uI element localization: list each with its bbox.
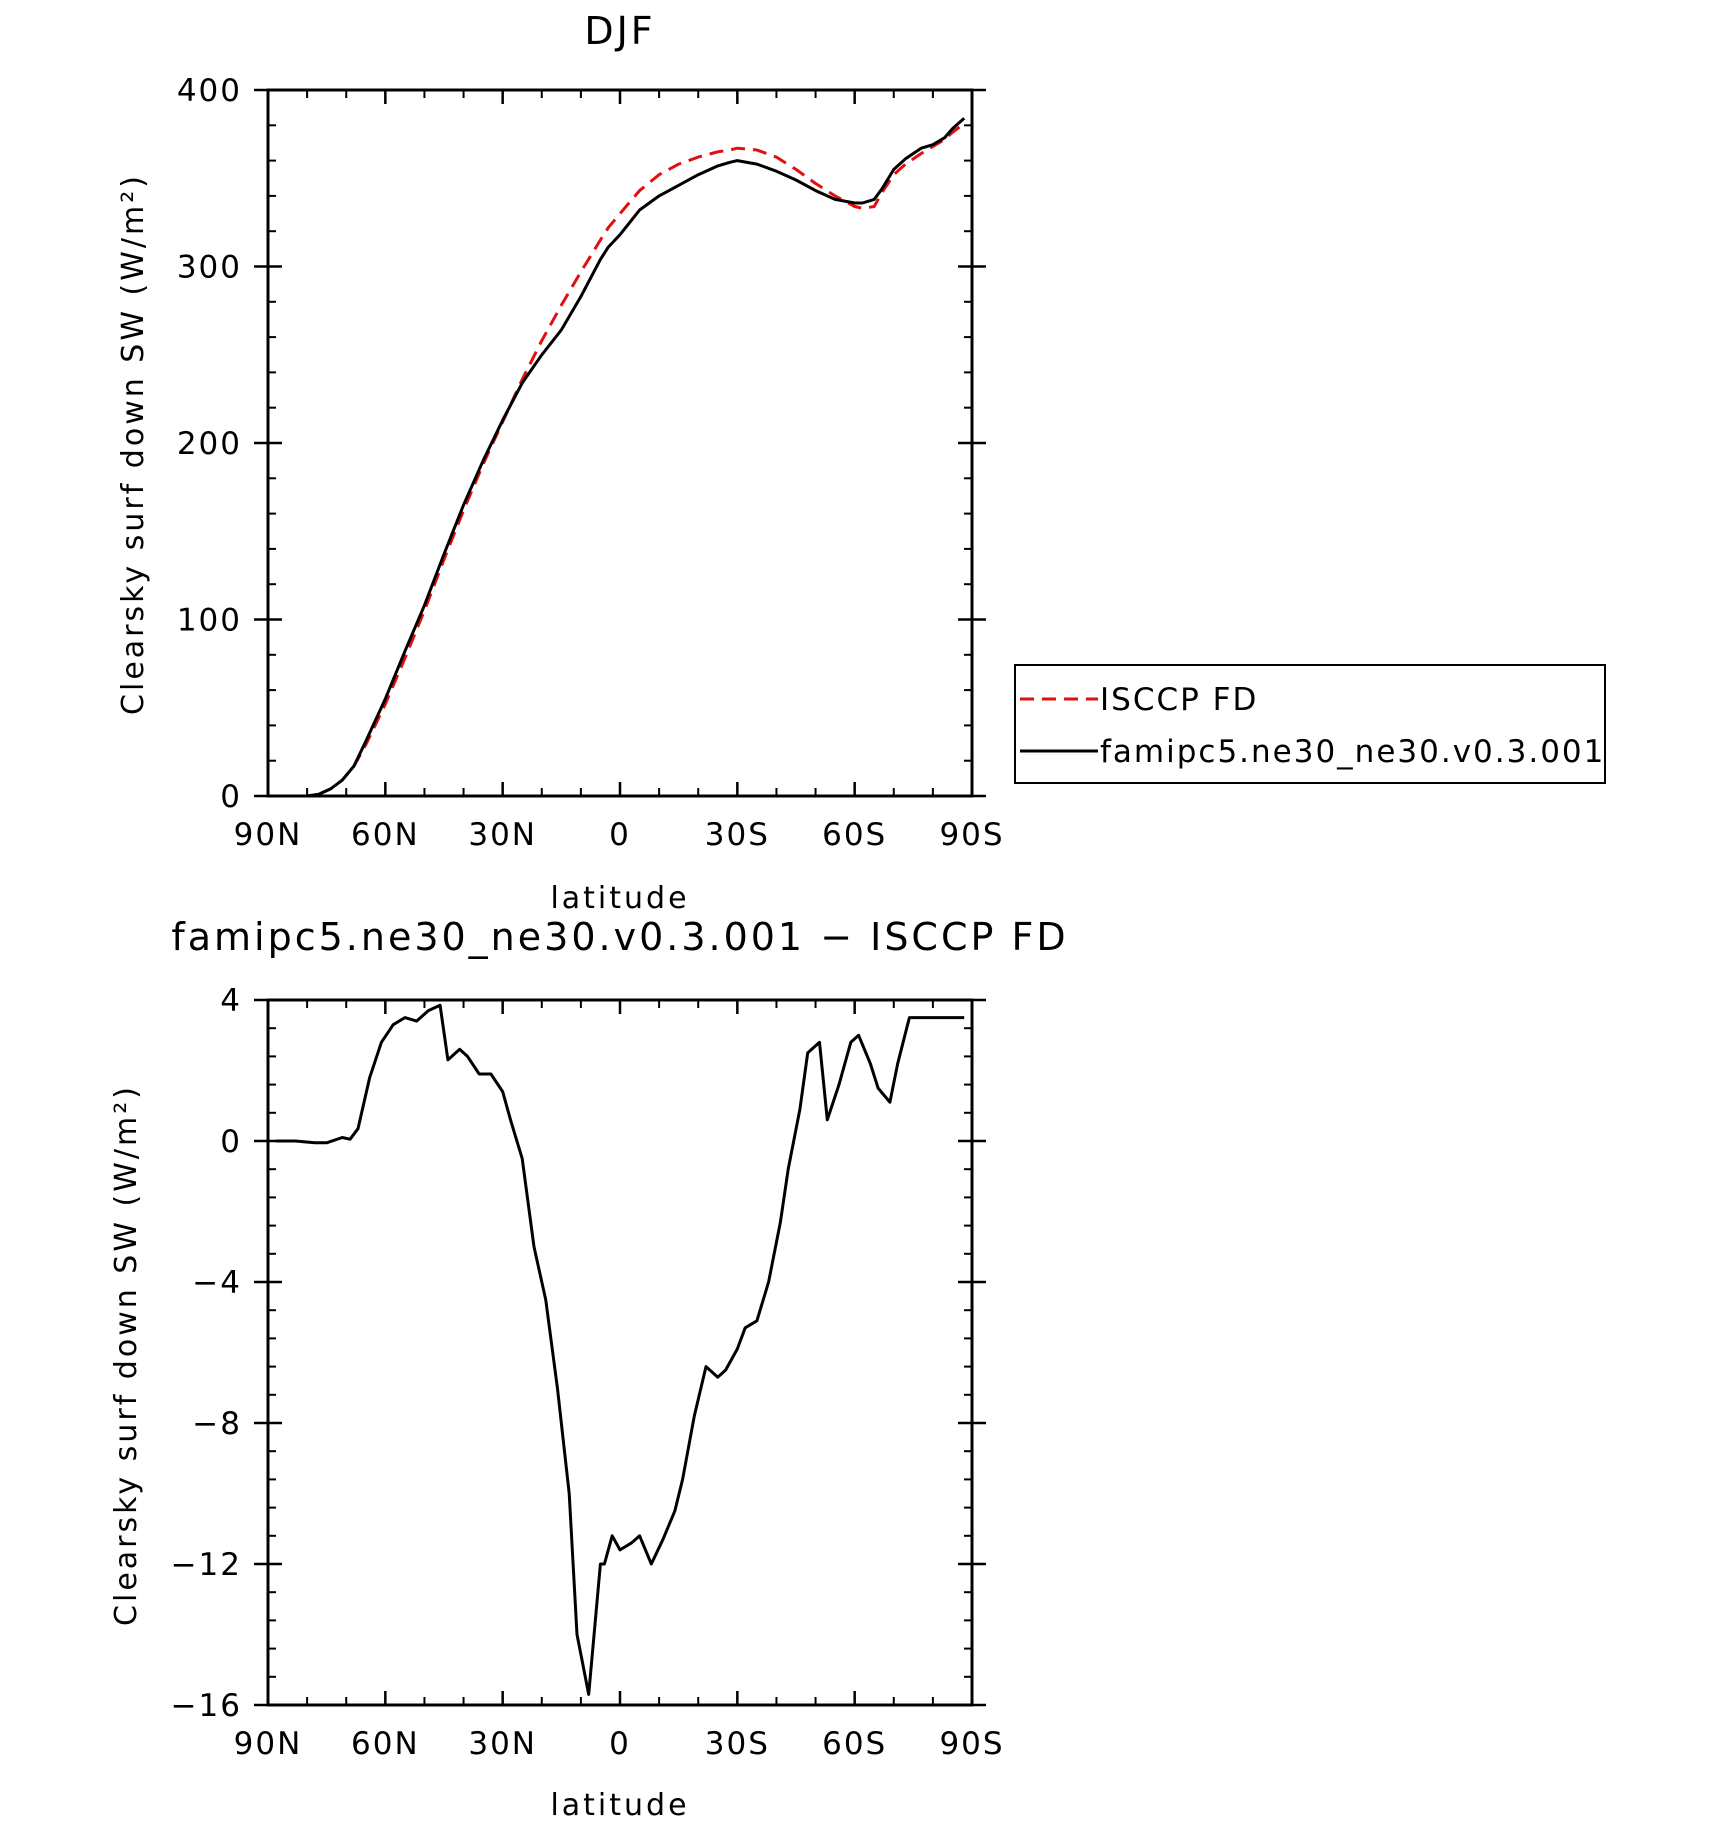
y-tick-label: −16 <box>171 1688 242 1724</box>
legend-label-model: famipc5.ne30_ne30.v0.3.001 <box>1100 734 1605 770</box>
x-tick-label: 90S <box>939 1726 1004 1762</box>
x-tick-label: 90S <box>939 817 1004 853</box>
legend-label-isccp: ISCCP FD <box>1100 682 1258 718</box>
x-tick-label: 30N <box>468 817 537 853</box>
x-tick-label: 60N <box>351 817 420 853</box>
chart-top-frame <box>266 88 974 798</box>
y-tick-label: 0 <box>220 779 242 815</box>
chart-bottom-frame <box>266 998 974 1707</box>
y-tick-label: 100 <box>177 603 242 639</box>
x-tick-label: 0 <box>609 1726 631 1762</box>
x-tick-label: 30S <box>705 1726 770 1762</box>
legend-box <box>1014 664 1606 784</box>
x-tick-label: 60S <box>822 817 887 853</box>
chart-top-ticks: 90N 60N 30N 0 30S 60S 90S 0 100 200 300 400 <box>177 73 1004 853</box>
x-tick-label: 60N <box>351 1726 420 1762</box>
chart-bottom-series <box>275 1003 965 1696</box>
y-tick-label: 0 <box>220 1124 242 1160</box>
y-tick-label: 200 <box>177 426 242 462</box>
chart-bottom-xlabel: latitude <box>550 1788 689 1822</box>
y-tick-label: −4 <box>192 1265 242 1301</box>
series-line-bottom-0 <box>275 1003 965 1696</box>
y-tick-label: 300 <box>177 250 242 286</box>
series-line-top-0 <box>275 122 966 798</box>
x-tick-label: 90N <box>234 1726 303 1762</box>
chart-top-xlabel: latitude <box>550 881 689 916</box>
x-tick-label: 30S <box>705 817 770 853</box>
x-tick-label: 90N <box>234 817 303 853</box>
chart-bottom-title: famipc5.ne30_ne30.v0.3.001 − ISCCP FD <box>171 915 1068 959</box>
y-tick-label: 400 <box>177 73 242 109</box>
series-line-top-1 <box>275 117 966 798</box>
chart-bottom-panel: famipc5.ne30_ne30.v0.3.001 − ISCCP FD la… <box>109 915 1068 1822</box>
x-tick-label: 60S <box>822 1726 887 1762</box>
x-tick-label: 0 <box>609 817 631 853</box>
chart-top-panel: DJF latitude Clearsky surf down SW (W/m²… <box>116 9 1004 916</box>
legend: ISCCP FD famipc5.ne30_ne30.v0.3.001 <box>1014 664 1606 784</box>
x-tick-label: 30N <box>468 1726 537 1762</box>
y-tick-label: −12 <box>171 1547 242 1583</box>
chart-top-ylabel: Clearsky surf down SW (W/m²) <box>116 173 151 715</box>
chart-top-series <box>275 117 966 798</box>
y-tick-label: −8 <box>192 1406 242 1442</box>
chart-bottom-ylabel: Clearsky surf down SW (W/m²) <box>109 1084 144 1626</box>
chart-top-title: DJF <box>584 9 655 53</box>
chart-bottom-ticks: 90N 60N 30N 0 30S 60S 90S 4 0 −4 −8 −12 −16 <box>171 983 1004 1762</box>
y-tick-label: 4 <box>220 983 242 1019</box>
